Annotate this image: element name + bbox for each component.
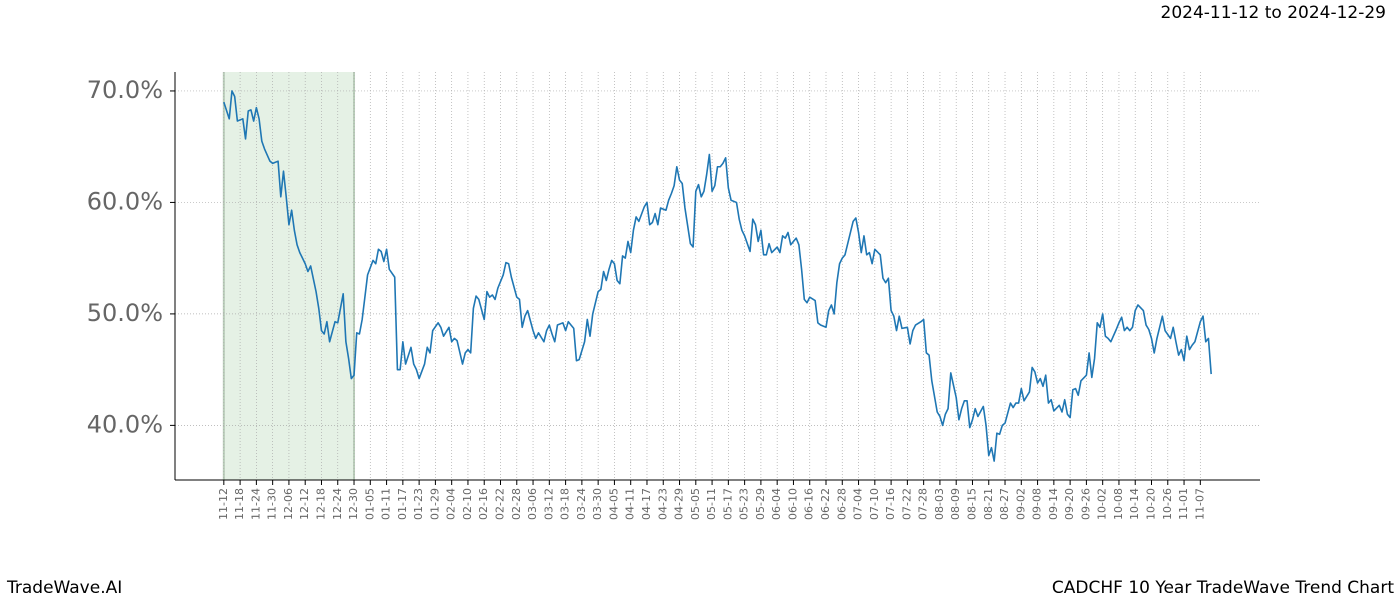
- x-tick-label: 01-11: [380, 488, 393, 520]
- x-tick-label: 08-21: [982, 488, 995, 520]
- x-tick-label: 02-28: [510, 488, 523, 520]
- x-tick-label: 06-10: [786, 488, 799, 520]
- x-tick-label: 01-29: [428, 488, 441, 520]
- x-tick-label: 04-17: [640, 488, 653, 520]
- line-series: [223, 90, 1212, 462]
- x-tick-label: 06-04: [770, 488, 783, 520]
- x-tick-label: 10-02: [1096, 488, 1109, 520]
- x-tick-label: 04-29: [673, 488, 686, 520]
- x-tick-label: 11-30: [266, 488, 279, 520]
- x-tick-label: 05-23: [738, 488, 751, 520]
- x-tick-label: 11-12: [217, 488, 230, 520]
- x-tick-label: 02-22: [494, 488, 507, 520]
- x-tick-label: 04-11: [624, 488, 637, 520]
- x-tick-label: 05-05: [689, 488, 702, 520]
- brand: TradeWave.AI: [6, 578, 122, 598]
- x-tick-label: 04-05: [607, 488, 620, 520]
- x-tick-label: 07-22: [900, 488, 913, 520]
- x-tick-label: 03-30: [591, 488, 604, 520]
- x-tick-label: 11-24: [249, 488, 262, 520]
- x-tick-label: 02-16: [477, 488, 490, 520]
- x-tick-label: 12-30: [347, 488, 360, 520]
- x-tick-label: 01-17: [396, 488, 409, 520]
- x-tick-label: 03-06: [526, 488, 539, 520]
- y-tick-label: 60.0%: [87, 187, 163, 215]
- x-tick-label: 09-26: [1079, 488, 1092, 520]
- x-tick-label: 02-04: [445, 488, 458, 520]
- y-tick-label: 70.0%: [87, 76, 163, 104]
- x-tick-label: 03-24: [575, 488, 588, 520]
- x-tick-label: 05-29: [754, 488, 767, 520]
- x-tick-label: 10-14: [1128, 488, 1141, 520]
- x-tick-label: 12-18: [314, 488, 327, 520]
- x-tick-label: 07-16: [884, 488, 897, 520]
- x-tick-label: 09-20: [1063, 488, 1076, 520]
- x-tick-label: 05-17: [721, 488, 734, 520]
- x-tick-label: 02-10: [461, 488, 474, 520]
- date-range: 2024-11-12 to 2024-12-29: [1161, 3, 1386, 23]
- y-tick-label: 40.0%: [87, 410, 163, 438]
- x-tick-label: 03-12: [542, 488, 555, 520]
- x-tick-label: 11-18: [233, 488, 246, 520]
- x-tick-label: 06-22: [819, 488, 832, 520]
- x-tick-label: 06-28: [835, 488, 848, 520]
- x-tick-label: 10-26: [1161, 488, 1174, 520]
- x-tick-label: 12-06: [282, 488, 295, 520]
- x-tick-label: 07-04: [852, 488, 865, 520]
- x-tick-label: 08-27: [998, 488, 1011, 520]
- x-tick-label: 08-15: [965, 488, 978, 520]
- x-tick-label: 09-08: [1031, 488, 1044, 520]
- chart-title: CADCHF 10 Year TradeWave Trend Chart: [1052, 578, 1394, 598]
- x-tick-label: 04-23: [656, 488, 669, 520]
- x-tick-label: 07-28: [917, 488, 930, 520]
- x-tick-label: 11-01: [1177, 488, 1190, 520]
- x-tick-label: 05-11: [705, 488, 718, 520]
- x-tick-label: 01-05: [363, 488, 376, 520]
- y-tick-label: 50.0%: [87, 299, 163, 327]
- x-tick-label: 10-20: [1145, 488, 1158, 520]
- x-tick-label: 03-18: [559, 488, 572, 520]
- x-tick-label: 12-24: [331, 488, 344, 520]
- x-tick-label: 07-10: [868, 488, 881, 520]
- x-tick-label: 06-16: [803, 488, 816, 520]
- x-tick-label: 09-14: [1047, 488, 1060, 520]
- x-tick-label: 12-12: [298, 488, 311, 520]
- x-tick-label: 09-02: [1014, 488, 1027, 520]
- x-tick-label: 11-07: [1193, 488, 1206, 520]
- x-tick-label: 08-09: [949, 488, 962, 520]
- x-tick-label: 08-03: [933, 488, 946, 520]
- x-tick-label: 01-23: [412, 488, 425, 520]
- x-tick-label: 10-08: [1112, 488, 1125, 520]
